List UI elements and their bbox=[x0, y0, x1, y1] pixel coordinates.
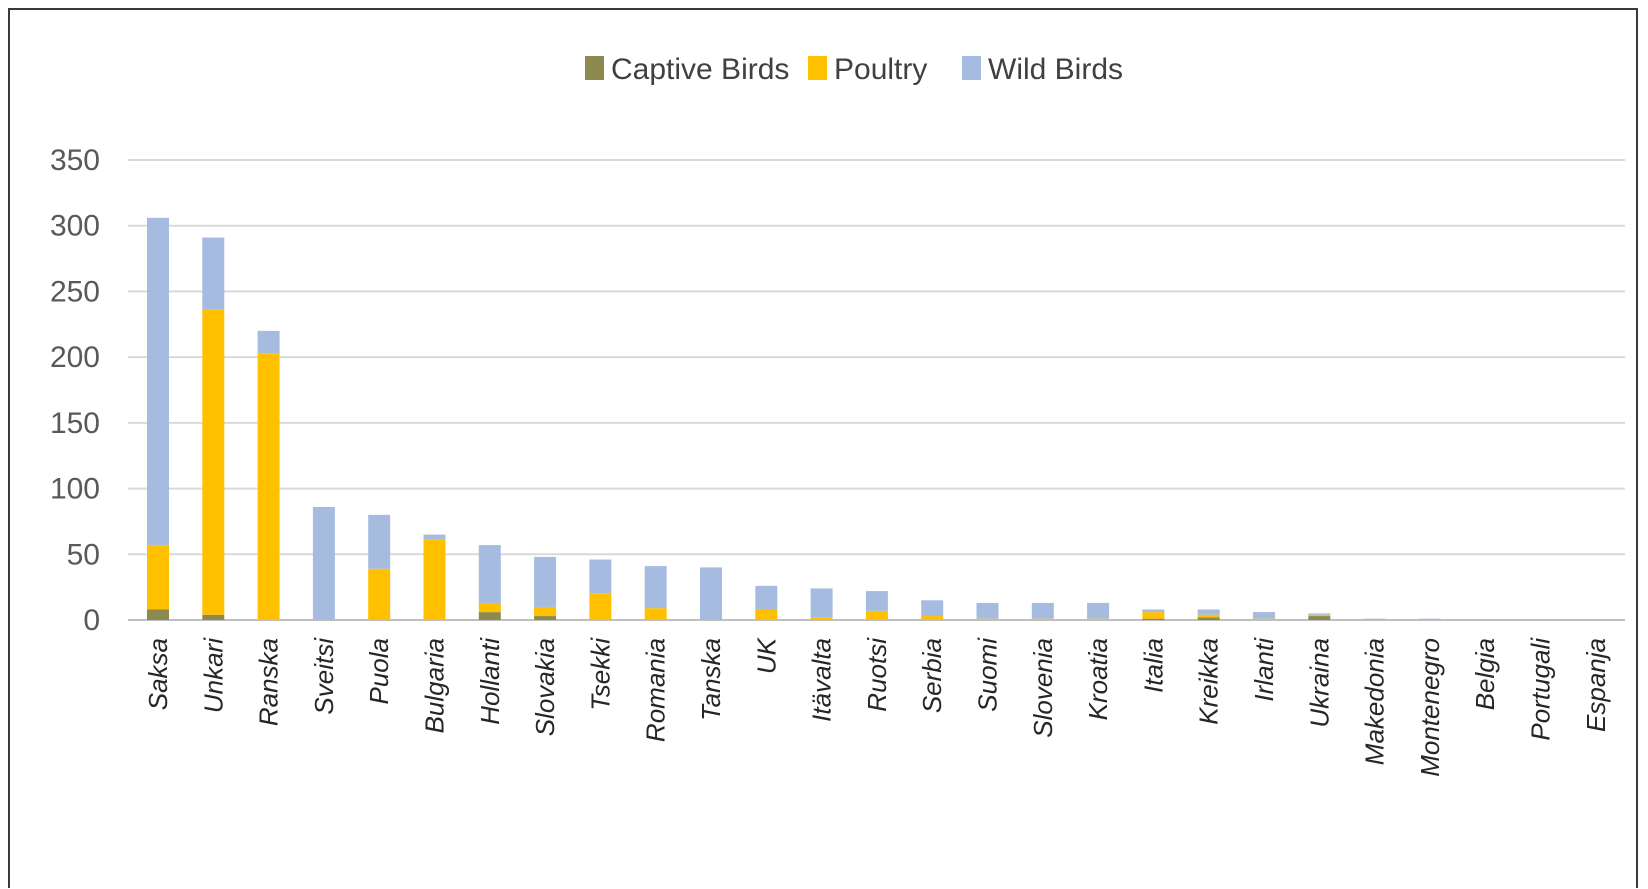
bar-segment bbox=[1418, 618, 1441, 620]
bar-segment bbox=[755, 609, 778, 620]
x-category-label: Bulgaria bbox=[420, 638, 450, 733]
bar-segment bbox=[865, 610, 888, 620]
bar-segment bbox=[589, 559, 612, 594]
x-category-label: Tsekki bbox=[585, 637, 615, 711]
x-category-label: Espanja bbox=[1581, 638, 1611, 732]
y-tick-label: 100 bbox=[50, 473, 100, 506]
bar-segment bbox=[1253, 618, 1275, 620]
bar-segment bbox=[1253, 612, 1275, 619]
bar-segment bbox=[423, 539, 446, 620]
bar-segment bbox=[700, 567, 722, 620]
bar-segment bbox=[921, 616, 944, 620]
x-category-label: Portugali bbox=[1526, 637, 1556, 741]
bar-segment bbox=[478, 612, 501, 620]
x-category-label: Slovakia bbox=[530, 638, 560, 736]
bar-segment bbox=[368, 514, 391, 569]
x-category-label: UK bbox=[751, 636, 781, 674]
bar-segment bbox=[1142, 618, 1165, 620]
bar-segment bbox=[1142, 612, 1165, 619]
bar-segment bbox=[1363, 618, 1386, 620]
x-category-label: Italia bbox=[1138, 638, 1168, 693]
bar-segment bbox=[810, 588, 833, 618]
bar-segment bbox=[202, 309, 225, 615]
bar-segment bbox=[1087, 618, 1110, 620]
bar-segment bbox=[202, 237, 225, 310]
bar-segment bbox=[976, 618, 999, 620]
x-category-label: Serbia bbox=[917, 638, 947, 713]
y-tick-label: 50 bbox=[67, 538, 100, 571]
bar-segment bbox=[312, 506, 335, 620]
x-category-label: Irlanti bbox=[1249, 637, 1279, 702]
bar-segment bbox=[1308, 614, 1331, 617]
bar-segment bbox=[478, 545, 501, 603]
legend-label: Poultry bbox=[834, 53, 927, 86]
x-category-label: Kreikka bbox=[1194, 638, 1224, 725]
x-category-label: Tanska bbox=[696, 638, 726, 721]
bar-segment bbox=[589, 593, 612, 620]
x-category-label: Romania bbox=[641, 638, 671, 742]
x-category-label: Sveitsi bbox=[309, 637, 339, 715]
x-category-label: Makedonia bbox=[1360, 638, 1390, 765]
x-category-label: Montenegro bbox=[1415, 638, 1445, 777]
x-category-label: Suomi bbox=[973, 637, 1003, 712]
bar-segment bbox=[147, 217, 169, 546]
bar-segment bbox=[810, 617, 833, 620]
bar-segment bbox=[147, 545, 169, 610]
bar-segment bbox=[478, 602, 501, 613]
x-category-label: Belgia bbox=[1470, 638, 1500, 710]
legend-swatch bbox=[585, 56, 604, 80]
gridlines bbox=[128, 159, 1625, 621]
x-category-label: Kroatia bbox=[1083, 638, 1113, 720]
bar-segment bbox=[534, 616, 557, 620]
bar-segment bbox=[644, 566, 667, 609]
x-category-label: Puola bbox=[364, 638, 394, 705]
y-tick-label: 200 bbox=[50, 341, 100, 374]
legend-swatch bbox=[808, 56, 827, 80]
y-tick-label: 0 bbox=[83, 604, 100, 637]
legend-label: Captive Birds bbox=[611, 53, 789, 86]
legend: Captive Birds Poultry Wild Birds bbox=[585, 53, 1123, 86]
x-category-label: Hollanti bbox=[475, 637, 505, 725]
bar-segment bbox=[644, 608, 667, 620]
legend-swatch bbox=[962, 56, 981, 80]
bar-segment bbox=[202, 614, 225, 620]
bar-segment bbox=[368, 568, 391, 620]
y-axis-tick-labels: 0 50 100 150 200 250 300 350 bbox=[50, 144, 100, 637]
bar-segment bbox=[1197, 609, 1220, 615]
y-tick-label: 250 bbox=[50, 275, 100, 308]
bar-segment bbox=[1197, 614, 1220, 618]
x-category-label: Unkari bbox=[198, 637, 228, 713]
y-tick-label: 350 bbox=[50, 144, 100, 177]
x-axis-category-labels: Saksa Unkari Ranska Sveitsi Puola Bulgaria Hol… bbox=[143, 636, 1611, 776]
bar-segment bbox=[257, 330, 280, 354]
bar-segment bbox=[534, 606, 557, 617]
x-category-label: Slovenia bbox=[1028, 638, 1058, 738]
bar-segment bbox=[1197, 617, 1220, 620]
x-category-label: Saksa bbox=[143, 638, 173, 710]
bar-segment bbox=[257, 353, 280, 620]
y-tick-label: 300 bbox=[50, 210, 100, 243]
bar-segment bbox=[865, 591, 888, 611]
x-category-label: Itävalta bbox=[807, 638, 837, 722]
legend-label: Wild Birds bbox=[988, 53, 1123, 86]
x-category-label: Ruotsi bbox=[862, 637, 892, 712]
bar-segment bbox=[1308, 613, 1331, 615]
y-tick-label: 150 bbox=[50, 407, 100, 440]
bar-segment bbox=[147, 609, 169, 620]
bar-segment bbox=[755, 585, 778, 610]
bar-segment bbox=[1308, 616, 1331, 620]
bar-segment bbox=[921, 600, 944, 617]
chart-frame bbox=[8, 8, 1638, 888]
bar-segment bbox=[1087, 602, 1110, 619]
bars bbox=[147, 217, 1441, 620]
bar-segment bbox=[1142, 609, 1165, 613]
bar-segment bbox=[1031, 618, 1054, 620]
x-category-label: Ranska bbox=[254, 638, 284, 726]
bar-segment bbox=[534, 556, 557, 607]
x-category-label: Ukraina bbox=[1304, 638, 1334, 728]
bar-segment bbox=[423, 534, 446, 540]
bar-segment bbox=[976, 602, 999, 619]
bar-segment bbox=[1031, 602, 1054, 619]
